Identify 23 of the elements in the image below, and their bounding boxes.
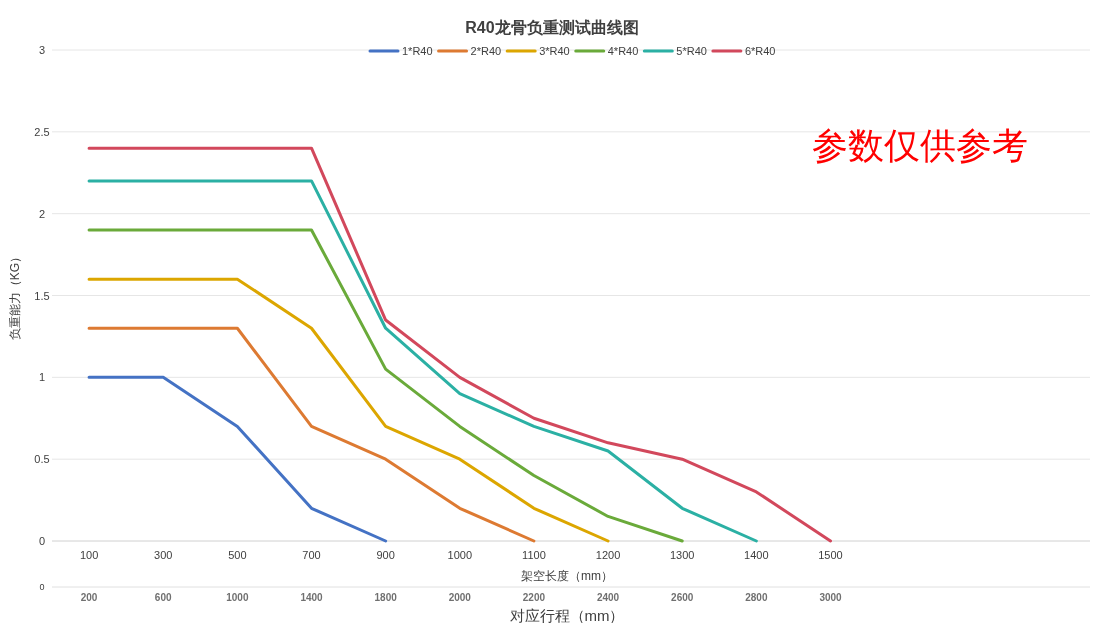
legend-label: 5*R40 — [676, 45, 707, 57]
annotation: 200 — [80, 592, 98, 603]
annotation: 参数仅供参考 — [812, 125, 1028, 166]
legend-label: 3*R40 — [539, 45, 570, 57]
annotation: 1400 — [300, 592, 323, 603]
annotation: 2200 — [522, 592, 546, 603]
annotation: 2400 — [596, 592, 620, 603]
ylabel: 负重能力（KG） — [8, 250, 22, 341]
legend-label: 4*R40 — [607, 45, 639, 57]
legend-label: 2*R40 — [470, 45, 502, 57]
legend-label: 6*R40 — [744, 45, 776, 57]
annotation: 对应行程（mm） — [509, 607, 625, 623]
annotation: 2800 — [745, 592, 768, 603]
annotation: 600 — [154, 592, 172, 603]
annotation: 0 — [39, 582, 45, 592]
annotation: 1800 — [374, 592, 397, 603]
legend-label: 1*R40 — [402, 45, 433, 57]
xlabel: 架空长度（mm） — [521, 569, 613, 583]
annotation: 2000 — [448, 592, 471, 603]
title: R40龙骨负重测试曲线图 — [465, 19, 639, 36]
annotation: 3000 — [819, 592, 842, 603]
annotation: 1000 — [226, 592, 249, 603]
annotation: 2600 — [671, 592, 694, 603]
